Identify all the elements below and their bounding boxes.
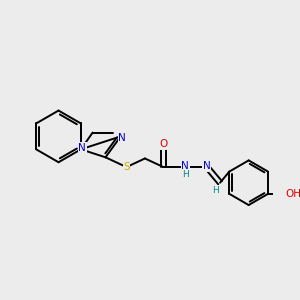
Text: OH: OH xyxy=(285,189,300,199)
Text: N: N xyxy=(203,161,211,171)
Text: H: H xyxy=(212,186,219,195)
Text: N: N xyxy=(78,143,86,153)
Text: S: S xyxy=(123,162,130,172)
Text: H: H xyxy=(182,170,189,179)
Text: N: N xyxy=(181,161,189,171)
Text: O: O xyxy=(159,140,168,149)
Text: N: N xyxy=(118,133,126,143)
